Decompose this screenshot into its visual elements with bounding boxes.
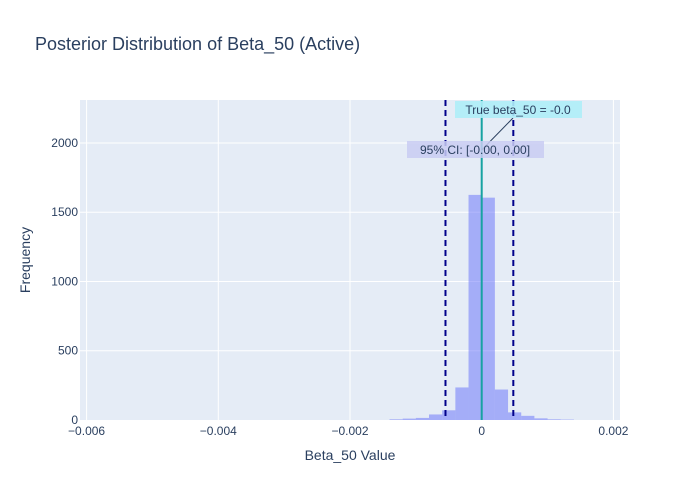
x-tick-label: −0.004 bbox=[200, 424, 237, 438]
y-axis-ticks: 0 500 1000 1500 2000 bbox=[51, 136, 78, 427]
histogram-bar bbox=[547, 419, 561, 420]
ci-label-box bbox=[407, 141, 544, 158]
y-tick-label: 2000 bbox=[51, 136, 78, 150]
y-tick-label: 1500 bbox=[51, 205, 78, 219]
y-tick-label: 1000 bbox=[51, 274, 78, 288]
histogram-bar bbox=[481, 197, 495, 420]
x-tick-label: −0.002 bbox=[331, 424, 368, 438]
y-tick-label: 500 bbox=[58, 344, 78, 358]
annotations: True beta_50 = -0.0 95% CI: [-0.00, 0.00] bbox=[407, 101, 582, 158]
histogram-bar bbox=[415, 417, 430, 420]
x-axis-ticks: −0.006 −0.004 −0.002 0 0.002 bbox=[68, 424, 629, 438]
true-value-label: True beta_50 = -0.0 bbox=[465, 103, 571, 117]
x-axis-title: Beta_50 Value bbox=[305, 447, 396, 463]
histogram-bars bbox=[389, 194, 574, 420]
histogram-bar bbox=[534, 418, 548, 420]
chart-title: Posterior Distribution of Beta_50 (Activ… bbox=[35, 34, 360, 55]
histogram-bar bbox=[442, 410, 456, 420]
histogram-bar bbox=[508, 412, 522, 420]
histogram-bar bbox=[389, 419, 403, 420]
x-tick-label: −0.006 bbox=[68, 424, 105, 438]
true-value-label-box bbox=[455, 101, 582, 118]
y-tick-label: 0 bbox=[71, 413, 78, 427]
histogram-bar bbox=[468, 194, 482, 420]
histogram-bar bbox=[429, 414, 443, 420]
histogram-bar bbox=[402, 418, 416, 420]
x-tick-label: 0 bbox=[478, 424, 485, 438]
y-axis-title: Frequency bbox=[17, 227, 33, 293]
ci-label: 95% CI: [-0.00, 0.00] bbox=[420, 143, 530, 157]
histogram-bar bbox=[521, 415, 535, 420]
histogram-bar bbox=[494, 389, 509, 420]
histogram-bar bbox=[455, 387, 469, 420]
x-tick-label: 0.002 bbox=[598, 424, 628, 438]
